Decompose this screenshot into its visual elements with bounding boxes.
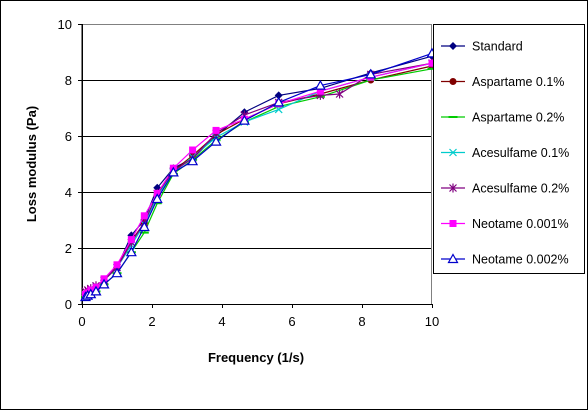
data-point [274, 91, 283, 100]
data-point [151, 193, 163, 204]
legend-entry: Neotame 0.002% [441, 253, 569, 267]
y-tick-label: 0 [65, 297, 72, 312]
x-tick-label: 0 [78, 314, 85, 329]
data-point [140, 212, 148, 220]
legend-marker [449, 78, 457, 85]
legend-label: Neotame 0.001% [472, 217, 569, 231]
data-point [189, 146, 197, 154]
data-point [238, 114, 250, 125]
x-tick-label: 8 [358, 314, 365, 329]
data-point [138, 221, 150, 232]
x-tick-label: 4 [218, 314, 225, 329]
plot-series [79, 47, 438, 302]
data-point [428, 59, 436, 67]
legend-label: Aspartame 0.2% [472, 111, 564, 125]
legend-entry: Aspartame 0.2% [441, 111, 564, 125]
legend-entry: Aspartame 0.1% [441, 75, 564, 89]
data-point [125, 246, 137, 257]
data-point [127, 236, 135, 244]
legend-entry: Acesulfame 0.2% [441, 182, 569, 196]
x-tick-label: 2 [148, 314, 155, 329]
legend-marker [449, 183, 457, 193]
legend-label: Acesulfame 0.2% [472, 182, 569, 196]
y-axis-title: Loss modulus (Pa) [24, 106, 39, 222]
legend-label: Standard [472, 40, 523, 54]
x-tick-label: 10 [425, 314, 439, 329]
legend-label: Aspartame 0.1% [472, 75, 564, 89]
data-point [316, 87, 324, 95]
legend-label: Neotame 0.002% [472, 253, 569, 267]
tick-labels: 0 2 4 6 8 10 0 2 4 6 8 10 [58, 17, 440, 329]
data-point [187, 155, 199, 166]
data-point [335, 89, 344, 99]
y-tick-label: 4 [65, 185, 72, 200]
legend-marker [449, 42, 457, 50]
x-tick-label: 6 [288, 314, 295, 329]
legend-label: Acesulfame 0.1% [472, 146, 569, 160]
data-point [98, 278, 110, 289]
y-tick-label: 2 [65, 241, 72, 256]
y-tick-label: 8 [65, 73, 72, 88]
y-tick-label: 6 [65, 129, 72, 144]
legend-entry: Standard [441, 40, 523, 54]
data-point [273, 96, 285, 107]
x-axis-title: Frequency (1/s) [208, 350, 304, 365]
legend-entry: Neotame 0.001% [441, 217, 569, 231]
legend-box [433, 24, 585, 274]
legend-entry: Acesulfame 0.1% [441, 146, 569, 160]
data-point [212, 126, 220, 134]
data-point [90, 285, 102, 296]
series-7 [79, 47, 438, 302]
data-point [210, 135, 222, 146]
legend-marker [449, 220, 457, 227]
legend-marker [449, 148, 457, 157]
legend-marker [447, 253, 459, 264]
axes [78, 24, 433, 308]
data-point [314, 79, 326, 90]
y-tick-label: 10 [58, 17, 72, 32]
data-point [167, 166, 179, 177]
data-point [365, 68, 377, 79]
data-point [113, 261, 121, 269]
legend: Standard Aspartame 0.1% Aspartame 0.2% Aces… [441, 40, 569, 267]
data-point [111, 267, 123, 278]
